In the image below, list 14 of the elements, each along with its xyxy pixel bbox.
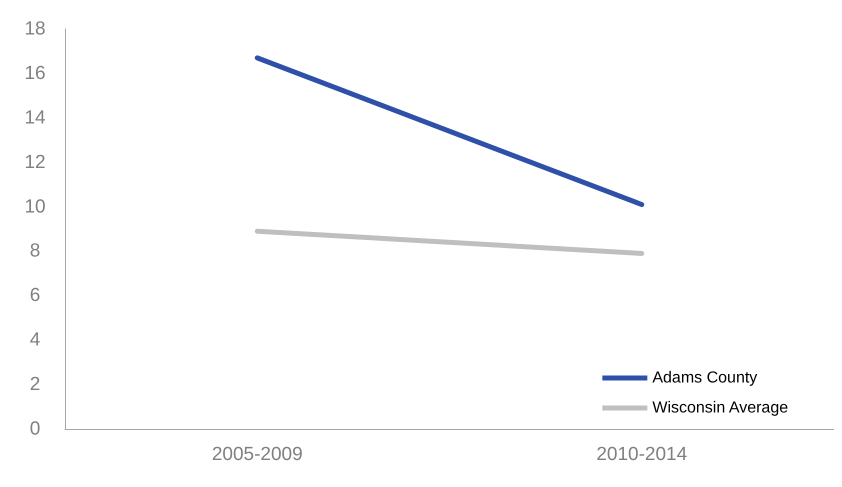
y-tick-label: 16 [24,62,46,84]
y-tick-label: 10 [24,196,46,218]
y-tick-label: 12 [24,152,46,173]
y-tick-label: 18 [24,18,46,40]
y-tick-label: 2 [30,374,40,396]
y-tick-label: 14 [24,107,46,128]
y-tick-label: 4 [30,330,41,351]
x-tick-label: 2005-2009 [212,444,303,465]
y-tick-label: 0 [30,418,40,440]
y-tick-label: 8 [30,240,40,262]
legend-label: Wisconsin Average [652,400,788,416]
x-tick-label: 2010-2014 [596,444,688,465]
y-tick-label: 6 [30,285,40,306]
legend-label: Adams County [652,370,758,386]
